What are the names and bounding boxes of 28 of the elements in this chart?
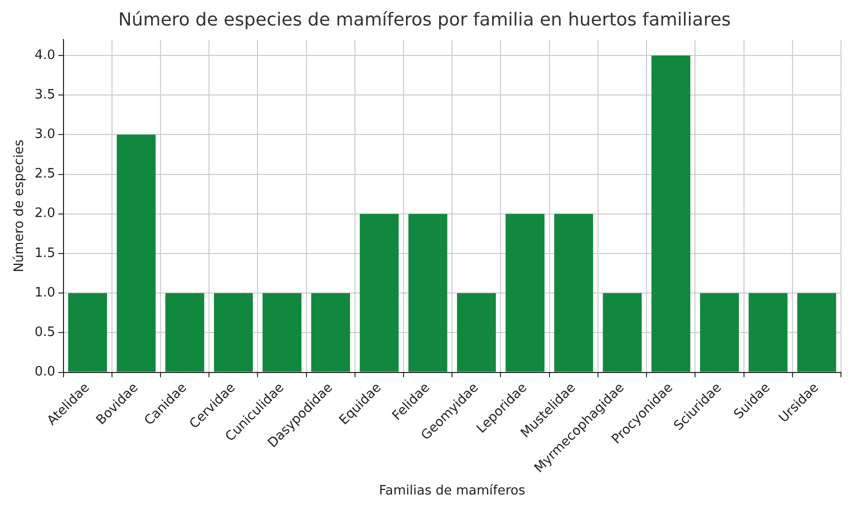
- y-tick-label: 0.5: [34, 325, 56, 340]
- y-tick-label: 1.5: [34, 246, 56, 261]
- bar: [602, 293, 642, 372]
- bar: [700, 293, 739, 372]
- y-tick-label: 0.0: [34, 364, 56, 380]
- bar: [457, 293, 496, 372]
- bar: [262, 293, 302, 372]
- bar: [797, 293, 836, 372]
- bar: [360, 214, 399, 372]
- bar: [651, 55, 690, 372]
- chart-title: Número de especies de mamíferos por familia en huertos familiares: [118, 9, 731, 30]
- y-tick-label: 2.0: [34, 206, 56, 222]
- y-tick-label: 2.5: [34, 166, 56, 182]
- bar: [554, 214, 594, 372]
- y-tick-label: 4.0: [34, 48, 56, 63]
- bar: [116, 134, 156, 372]
- bar: [408, 214, 448, 372]
- bar: [165, 293, 204, 372]
- bar: [748, 293, 788, 372]
- bar: [214, 293, 253, 372]
- x-axis-title: Familias de mamíferos: [378, 484, 526, 499]
- bar: [68, 293, 108, 372]
- bar: [506, 214, 544, 372]
- y-tick-label: 3.0: [34, 127, 56, 142]
- bar: [311, 293, 350, 372]
- y-axis-title: Número de especies: [12, 139, 28, 272]
- y-tick-label: 3.5: [34, 87, 56, 102]
- y-tick-label: 1.0: [34, 285, 56, 300]
